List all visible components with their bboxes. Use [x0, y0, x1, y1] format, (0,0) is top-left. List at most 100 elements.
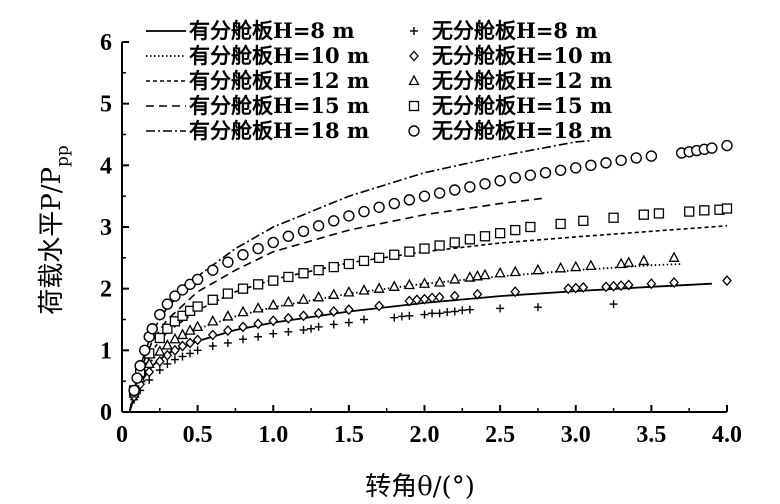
diamond-marker [192, 334, 203, 346]
square-marker [419, 243, 430, 254]
square-marker [358, 255, 370, 267]
data-point [154, 345, 166, 356]
data-point [428, 309, 437, 318]
data-point [609, 300, 618, 309]
data-point [449, 237, 460, 248]
data-point [389, 249, 400, 260]
data-point [207, 294, 218, 305]
data-point [464, 181, 476, 193]
circle-marker [570, 162, 582, 174]
data-point [267, 236, 279, 249]
y-tick-label: 6 [100, 30, 112, 56]
triangle-marker [373, 282, 385, 293]
circle-marker [645, 150, 658, 162]
data-point [412, 294, 422, 306]
triangle-marker [161, 339, 173, 350]
data-point [494, 228, 506, 239]
legend-entry-label: 有分舱板H=18 m [189, 118, 369, 143]
data-point [608, 280, 619, 292]
triangle-marker [638, 254, 650, 266]
data-point [623, 279, 634, 291]
data-point [684, 206, 695, 217]
triangle-marker [509, 265, 521, 277]
circle-marker [418, 190, 431, 202]
y-tick-label: 5 [100, 92, 112, 118]
circle-marker [297, 225, 310, 238]
triangle-marker [343, 285, 355, 297]
diamond-marker [578, 281, 589, 293]
circle-marker [154, 308, 166, 321]
data-point [645, 150, 658, 162]
data-point [433, 187, 446, 199]
diamond-marker [170, 344, 180, 356]
legend-entry-label: 有分舱板H=8 m [189, 18, 355, 43]
square-marker [373, 252, 385, 263]
data-point [601, 281, 611, 293]
data-point [222, 256, 234, 268]
series-markers-6 [129, 275, 732, 403]
square-marker [252, 279, 264, 290]
legend-marker-sample [409, 50, 419, 62]
data-point [328, 261, 339, 273]
data-point [471, 269, 484, 281]
legend-entry-label: 无分舱板H=10 m [432, 43, 612, 68]
data-point [403, 278, 415, 290]
diamond-marker [177, 340, 188, 352]
series-markers-5 [130, 300, 618, 404]
circle-marker [267, 236, 279, 249]
data-point [269, 329, 278, 338]
triangle-marker [297, 293, 310, 304]
diamond-marker [298, 310, 309, 322]
series-lines [128, 139, 728, 413]
diamond-marker [608, 280, 619, 292]
triangle-marker [169, 332, 181, 344]
x-tick-label: 1.0 [258, 422, 288, 448]
triangle-marker [449, 273, 461, 284]
triangle-marker [267, 298, 279, 310]
diamond-marker [185, 337, 195, 349]
diamond-marker [283, 312, 294, 324]
data-point [397, 312, 406, 321]
data-point [192, 320, 204, 332]
data-point [298, 268, 309, 279]
circle-marker [252, 242, 264, 255]
diamond-marker [223, 325, 233, 337]
data-point [403, 194, 416, 206]
data-point [479, 178, 491, 190]
square-marker [555, 218, 566, 230]
data-point [297, 293, 310, 304]
series-markers-7 [128, 251, 680, 398]
triangle-marker [403, 278, 415, 290]
data-point [388, 197, 400, 210]
data-point [298, 310, 309, 322]
series-line-3 [128, 197, 546, 413]
data-point [510, 224, 521, 236]
circle-marker [479, 178, 491, 190]
data-point [479, 231, 491, 242]
circle-marker [600, 157, 612, 169]
data-point [418, 277, 431, 288]
circle-marker [128, 384, 140, 397]
y-tick-label: 1 [100, 338, 112, 364]
triangle-marker [418, 277, 431, 288]
data-point [238, 321, 248, 333]
data-point [267, 298, 279, 310]
triangle-marker [176, 328, 189, 340]
data-point [328, 306, 339, 317]
data-point [434, 276, 446, 287]
data-point [525, 221, 536, 233]
triangle-marker [585, 259, 597, 271]
square-marker [408, 100, 420, 112]
circle-marker [176, 284, 189, 296]
data-point [555, 218, 566, 230]
data-point [600, 157, 612, 169]
data-point [669, 277, 679, 288]
square-marker [343, 258, 355, 270]
square-marker [192, 301, 203, 312]
data-point [192, 334, 203, 346]
data-point [570, 162, 582, 174]
legend-entry-label: 无分舱板H=12 m [432, 68, 612, 93]
square-marker [578, 215, 589, 226]
x-tick-label: 2.5 [485, 422, 515, 448]
